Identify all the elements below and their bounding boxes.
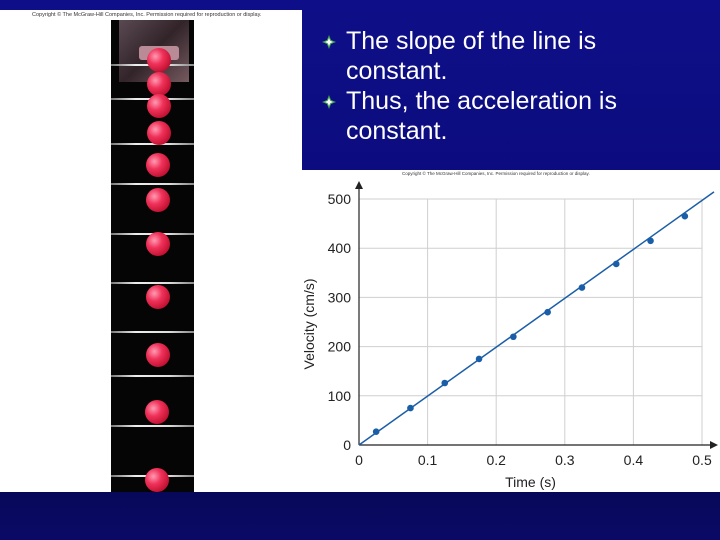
y-axis-title: Velocity (cm/s) xyxy=(302,278,317,369)
ruler-line xyxy=(111,143,194,145)
falling-ball xyxy=(147,94,171,118)
ruler-line xyxy=(111,282,194,284)
data-point xyxy=(510,333,517,341)
chart-ticks: 0 0.1 0.2 0.3 0.4 0.5 0 100 200 300 400 500 xyxy=(328,191,712,468)
y-tick-label: 400 xyxy=(328,240,352,256)
falling-ball xyxy=(146,285,170,309)
falling-ball xyxy=(147,121,171,145)
diamond-bullet-icon xyxy=(322,35,336,49)
y-axis-arrow xyxy=(355,181,363,189)
x-axis-title: Time (s) xyxy=(505,474,556,490)
photo-copyright: Copyright © The McGraw-Hill Companies, I… xyxy=(32,12,262,18)
bullet-line-2: constant. xyxy=(346,57,448,85)
y-tick-label: 200 xyxy=(328,339,352,355)
x-tick-label: 0.2 xyxy=(486,452,506,468)
data-point xyxy=(647,237,654,245)
x-tick-label: 0.5 xyxy=(692,452,712,468)
y-tick-label: 300 xyxy=(328,289,352,305)
slide-footer-band xyxy=(0,492,720,540)
ruler-line xyxy=(111,183,194,185)
x-tick-label: 0 xyxy=(355,452,363,468)
bullet-line-1: The slope of the line is xyxy=(346,27,597,55)
data-point xyxy=(407,404,414,412)
falling-ball xyxy=(145,468,169,492)
falling-ball xyxy=(146,188,170,212)
falling-ball xyxy=(145,400,169,424)
bullet-item: The slope of the line is constant. xyxy=(322,26,712,86)
data-point xyxy=(441,379,449,387)
bullet-item: Thus, the acceleration is constant. xyxy=(322,86,712,146)
data-point xyxy=(475,355,483,363)
data-point xyxy=(372,428,380,436)
velocity-time-chart: Copyright © The McGraw-Hill Companies, I… xyxy=(302,170,720,492)
y-tick-label: 0 xyxy=(343,437,351,453)
chart-svg: 0 0.1 0.2 0.3 0.4 0.5 0 100 200 300 400 500 Time (s… xyxy=(302,181,718,490)
falling-ball xyxy=(147,48,171,72)
strobe-photo-panel: Copyright © The McGraw-Hill Companies, I… xyxy=(0,10,302,492)
x-tick-label: 0.1 xyxy=(418,452,438,468)
best-fit-line xyxy=(358,191,715,446)
x-axis-arrow xyxy=(710,441,718,449)
strobe-photo xyxy=(111,20,194,492)
chart-points xyxy=(372,212,689,436)
data-point xyxy=(578,284,586,291)
falling-ball xyxy=(146,153,170,177)
ruler-line xyxy=(111,375,194,377)
bullet-line-1: Thus, the acceleration is xyxy=(346,87,617,115)
data-point xyxy=(612,260,620,268)
data-point xyxy=(544,308,551,316)
chart-copyright: Copyright © The McGraw-Hill Companies, I… xyxy=(402,171,590,176)
ruler-line xyxy=(111,425,194,427)
x-tick-label: 0.4 xyxy=(624,452,644,468)
data-point xyxy=(681,212,689,220)
y-tick-label: 500 xyxy=(328,191,352,207)
falling-ball xyxy=(146,232,170,256)
bullet-list: The slope of the line is constant. Thus,… xyxy=(322,26,712,146)
ruler-line xyxy=(111,331,194,333)
diamond-bullet-icon xyxy=(322,95,336,109)
x-tick-label: 0.3 xyxy=(555,452,575,468)
falling-ball xyxy=(146,343,170,367)
chart-fit-line xyxy=(358,191,715,446)
falling-ball xyxy=(147,72,171,96)
y-tick-label: 100 xyxy=(328,388,352,404)
bullet-line-2: constant. xyxy=(346,117,448,145)
chart-axes xyxy=(355,181,718,449)
